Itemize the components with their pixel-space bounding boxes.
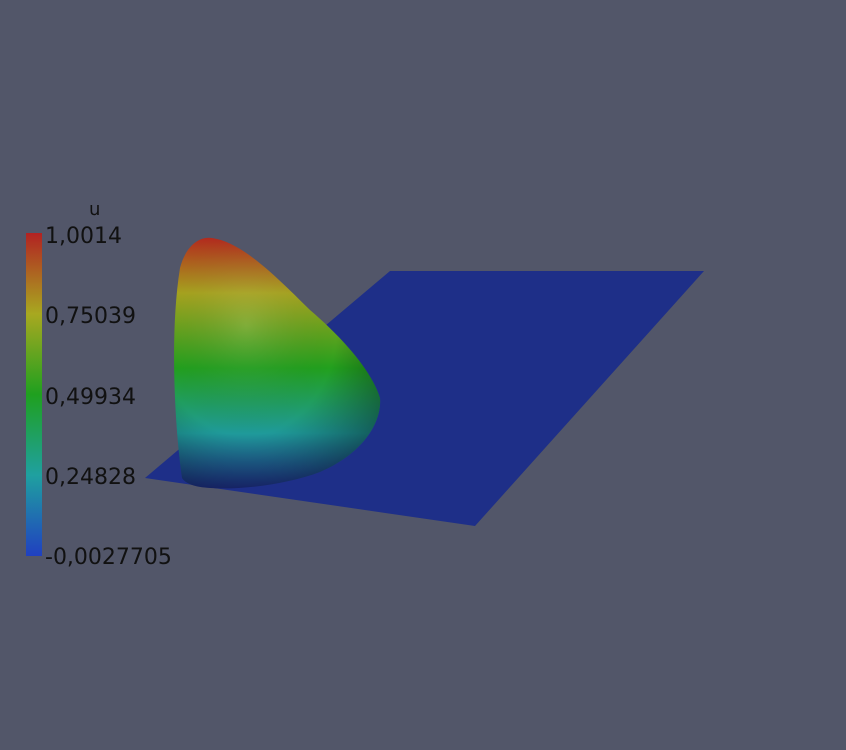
solution-bump-shading <box>174 237 381 489</box>
colorbar-label-q1: 0,24828 <box>45 465 136 490</box>
colorbar-label-q3: 0,75039 <box>45 304 136 329</box>
colorbar-label-mid: 0,49934 <box>45 385 136 410</box>
colorbar-gradient <box>26 233 42 556</box>
colorbar-title: u <box>89 199 101 220</box>
colorbar-label-max: 1,0014 <box>45 224 122 249</box>
colorbar-label-min: -0,0027705 <box>45 545 172 570</box>
colorbar[interactable] <box>26 233 42 556</box>
